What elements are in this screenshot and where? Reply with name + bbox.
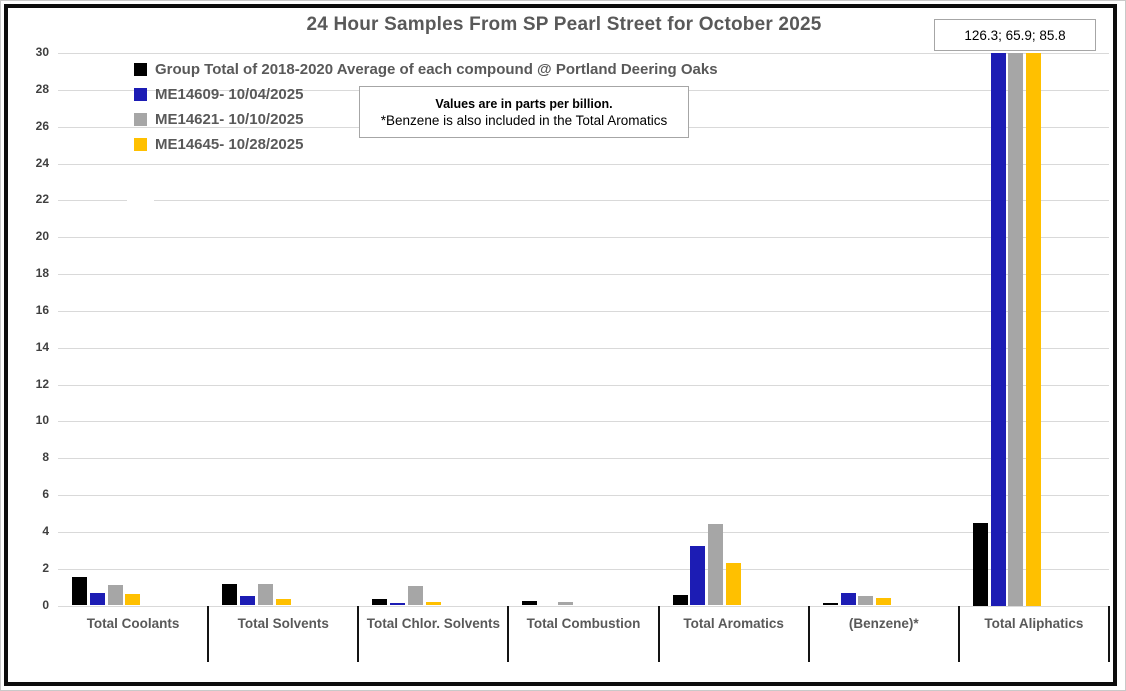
gridline-y16 (58, 310, 1109, 312)
y-axis-tick-label: 18 (35, 266, 49, 280)
legend-swatch-icon (134, 137, 147, 151)
y-axis-tick-label: 14 (35, 339, 49, 354)
y-axis-tick-label: 26 (35, 118, 49, 133)
category-separator (1108, 605, 1110, 662)
bar-series3-total-coolants (107, 585, 123, 606)
gridline-y8 (58, 458, 1109, 460)
legend-label: Group Total of 2018-2020 Average of each… (155, 60, 718, 78)
gridline-y18 (58, 274, 1109, 275)
gridline-y6 (58, 495, 1109, 496)
legend-item-1: Group Total of 2018-2020 Average of each… (134, 60, 718, 78)
y-axis-tick-label: 30 (35, 45, 49, 59)
category-separator (657, 605, 660, 662)
gridline-y12 (58, 384, 1109, 386)
bar-series1-total-chlor-solvents (372, 599, 388, 606)
gridline-y0 (58, 605, 1109, 607)
bar-series2-total-chlor-solvents (390, 602, 406, 606)
category-separator (507, 605, 510, 662)
bar-series1-benzene (822, 602, 838, 606)
clipped-values-callout: 126.3; 65.9; 85.8 (934, 19, 1096, 51)
chart-title: 24 Hour Samples From SP Pearl Street for… (306, 14, 822, 35)
y-axis-tick-label: 2 (42, 560, 49, 575)
gridline-y14 (58, 347, 1109, 349)
legend-swatch-icon (134, 62, 147, 76)
y-axis-tick-label: 10 (35, 413, 49, 428)
gridline-y2 (58, 568, 1109, 570)
category-separator (807, 605, 810, 662)
legend-item-3: ME14621- 10/10/2025 (134, 110, 718, 128)
bar-series3-benzene (858, 596, 874, 606)
y-axis-tick-label: 28 (35, 81, 49, 96)
y-axis-tick-label: 6 (42, 487, 49, 501)
gridline-y22 (58, 200, 1109, 202)
blank-textbox-overlay (127, 194, 154, 206)
bar-series4-total-aromatics (725, 563, 741, 606)
bar-series3-total-aliphatics (1008, 53, 1024, 606)
x-axis-label-total-combustion: Total Combustion (526, 615, 641, 631)
gridline-y10 (58, 421, 1109, 423)
gridline-y30 (58, 53, 1109, 54)
y-axis-tick-label: 24 (35, 155, 49, 170)
bar-series1-total-aromatics (672, 595, 688, 606)
bar-series4-total-aliphatics (1026, 53, 1042, 606)
bar-series2-total-solvents (239, 596, 255, 606)
x-axis-label-total-aromatics: Total Aromatics (683, 615, 784, 631)
bar-series4-total-solvents (275, 599, 291, 606)
bar-series3-total-chlor-solvents (407, 586, 423, 606)
category-separator (207, 605, 210, 662)
y-axis-tick-label: 20 (35, 229, 49, 244)
legend-label: ME14621- 10/10/2025 (155, 110, 304, 128)
category-separator (357, 605, 360, 662)
bar-series3-total-aromatics (708, 524, 724, 606)
gridline-y4 (58, 531, 1109, 533)
x-axis-label-total-chlor-solvents: Total Chlor. Solvents (366, 615, 500, 631)
bar-series4-total-coolants (125, 593, 141, 606)
x-axis-label-total-solvents: Total Solvents (237, 615, 329, 631)
bar-series1-total-aliphatics (972, 522, 988, 606)
legend-label: ME14645- 10/28/2025 (155, 135, 304, 153)
bar-series2-total-aromatics (690, 545, 706, 606)
y-axis-tick-label: 4 (42, 523, 49, 538)
note-line-units: Values are in parts per billion. (435, 96, 613, 111)
gridline-y24 (58, 163, 1109, 165)
legend-label: ME14609- 10/04/2025 (155, 85, 304, 103)
y-axis-tick-label: 0 (42, 597, 49, 612)
x-axis-label-benzene: (Benzene)* (848, 615, 919, 631)
bar-series2-benzene (840, 592, 856, 606)
bar-series4-total-chlor-solvents (425, 601, 441, 606)
legend-item-2: ME14609- 10/04/2025 (134, 85, 718, 103)
category-separator (957, 605, 960, 662)
bar-series1-total-solvents (222, 584, 238, 606)
gridline-y20 (58, 237, 1109, 239)
bar-series3-total-solvents (257, 584, 273, 606)
bar-series3-total-combustion (558, 601, 574, 606)
bar-series4-benzene (876, 598, 892, 606)
clipped-values-text: 126.3; 65.9; 85.8 (964, 27, 1066, 43)
y-axis-tick-label: 8 (42, 450, 49, 465)
x-axis-label-total-coolants: Total Coolants (86, 615, 180, 631)
y-axis-tick-label: 22 (35, 192, 49, 207)
bar-series2-total-coolants (89, 592, 105, 606)
bar-series2-total-aliphatics (990, 53, 1006, 606)
bar-series1-total-combustion (522, 600, 538, 606)
note-box: Values are in parts per billion. *Benzen… (359, 86, 689, 138)
legend: Group Total of 2018-2020 Average of each… (134, 60, 718, 153)
legend-swatch-icon (134, 112, 147, 126)
bar-series1-total-coolants (72, 576, 87, 606)
y-axis-tick-label: 12 (35, 376, 49, 391)
x-axis-label-total-aliphatics: Total Aliphatics (984, 615, 1084, 631)
legend-item-4: ME14645- 10/28/2025 (134, 135, 718, 153)
legend-swatch-icon (134, 87, 147, 101)
note-line-benzene: *Benzene is also included in the Total A… (380, 112, 668, 128)
y-axis-tick-label: 16 (35, 302, 49, 317)
